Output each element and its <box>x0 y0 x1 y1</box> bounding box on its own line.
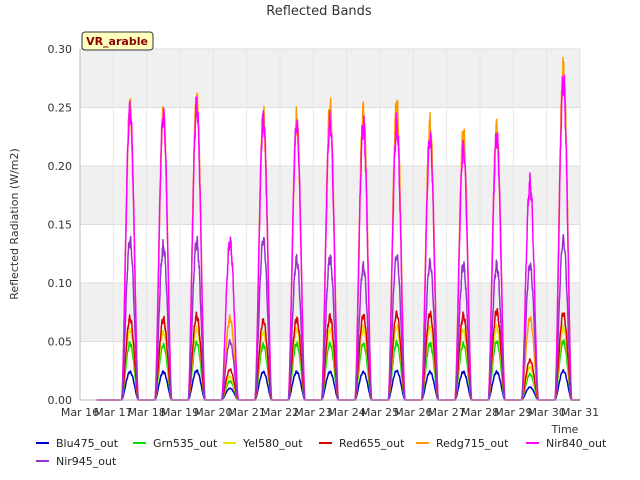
x-tick-label: Mar 27 <box>428 406 466 419</box>
legend-label: Yel580_out <box>242 437 303 450</box>
x-tick-label: Mar 22 <box>261 406 299 419</box>
y-axis-title: Reflected Radiation (W/m2) <box>8 148 21 300</box>
station-badge: VR_arable <box>81 31 154 51</box>
y-tick-label: 0.30 <box>48 43 73 56</box>
y-tick-label: 0.10 <box>48 277 73 290</box>
legend-label: Redg715_out <box>436 437 509 450</box>
x-tick-label: Mar 20 <box>194 406 232 419</box>
y-tick-label: 0.15 <box>48 219 73 232</box>
legend-label: Blu475_out <box>56 437 119 450</box>
legend-label: Grn535_out <box>153 437 218 450</box>
y-tick-label: 0.25 <box>48 102 73 115</box>
x-tick-label: Mar 24 <box>328 406 366 419</box>
x-tick-label: Mar 28 <box>461 406 499 419</box>
legend: Blu475_out Grn535_out Yel580_out Red655_out… <box>36 437 607 468</box>
x-tick-label: Mar 26 <box>394 406 432 419</box>
station-badge-label: VR_arable <box>86 35 148 48</box>
x-axis-title: Time <box>551 423 579 436</box>
x-tick-label: Mar 23 <box>294 406 332 419</box>
legend-label: Nir945_out <box>56 455 117 468</box>
x-tick-label: Mar 19 <box>161 406 199 419</box>
x-tick-label: Mar 31 <box>561 406 599 419</box>
axes <box>79 49 580 401</box>
legend-label: Red655_out <box>339 437 405 450</box>
x-tick-label: Mar 17 <box>94 406 132 419</box>
chart-title: Reflected Bands <box>266 4 372 19</box>
x-tick-label: Mar 16 <box>61 406 99 419</box>
x-tick-label: Mar 30 <box>528 406 566 419</box>
station-badge-box <box>81 31 154 51</box>
x-tick-label: Mar 25 <box>361 406 399 419</box>
plot-band <box>80 49 580 108</box>
y-tick-label: 0.00 <box>48 394 73 407</box>
x-tick-label: Mar 21 <box>228 406 266 419</box>
legend-label: Nir840_out <box>546 437 607 450</box>
plot-band <box>80 166 580 225</box>
x-tick-label: Mar 29 <box>494 406 532 419</box>
y-tick-label: 0.20 <box>48 160 73 173</box>
x-tick-label: Mar 18 <box>128 406 166 419</box>
y-tick-label: 0.05 <box>48 336 73 349</box>
